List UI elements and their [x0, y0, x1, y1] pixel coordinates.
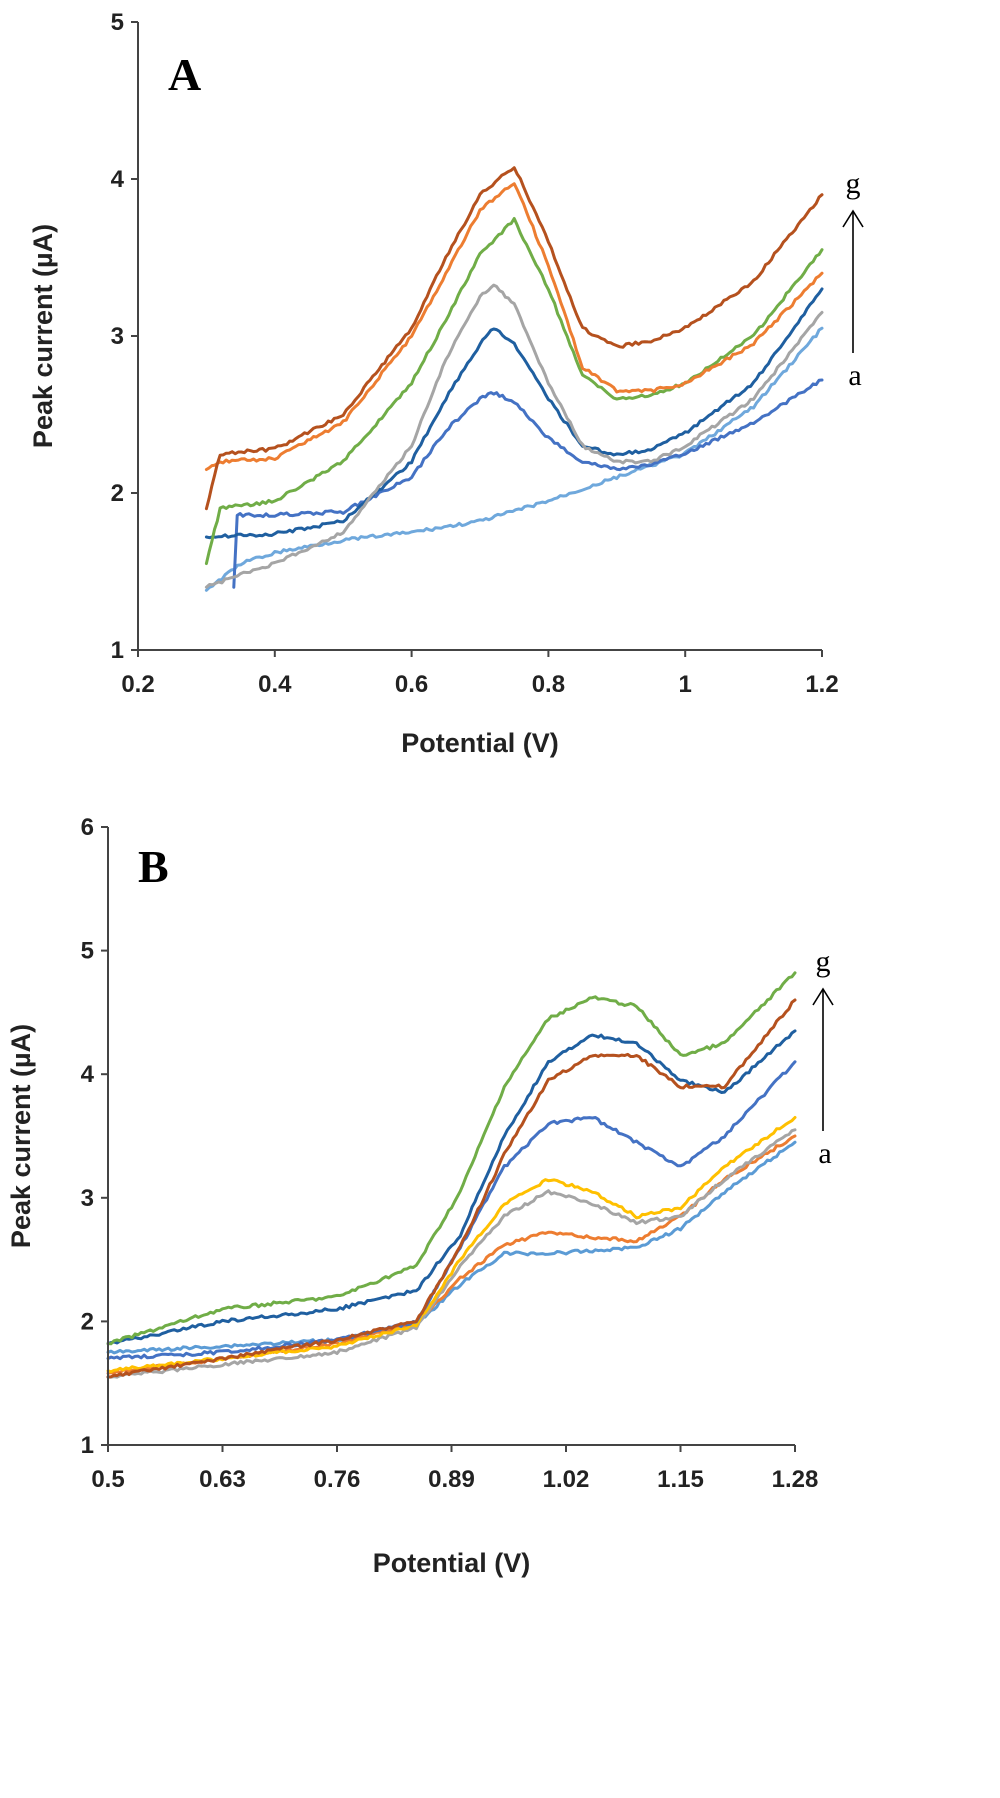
series-g-line [204, 166, 824, 511]
series-e-line [204, 217, 824, 566]
panel-label: A [168, 49, 201, 100]
x-tick-label: 1 [679, 671, 692, 698]
x-tick-label: 1.2 [805, 671, 838, 698]
x-tick-label: 0.2 [121, 671, 154, 698]
y-tick-label: 3 [111, 323, 124, 350]
series-last-letter: g [816, 945, 831, 978]
y-tick-label: 3 [81, 1185, 94, 1212]
tick-group: 1 2 3 4 5 0.2 0.4 0.6 0.8 1 1.2 [111, 9, 839, 698]
x-tick-label: 1.02 [543, 1466, 590, 1493]
y-tick-label: 5 [81, 938, 94, 965]
x-tick-label: 0.5 [91, 1466, 124, 1493]
series-d-line [204, 283, 824, 589]
y-tick-label: 5 [111, 9, 124, 36]
series-order-arrow-head [812, 987, 834, 1006]
series-g-line [106, 998, 797, 1379]
y-tick-label: 1 [111, 637, 124, 664]
y-tick-label: 4 [81, 1061, 95, 1088]
y-axis-title: Peak current (µA) [6, 1024, 36, 1248]
series-c-line [204, 287, 824, 540]
panel-label: B [138, 841, 169, 892]
tick-group: 1 2 3 4 5 6 0.5 0.63 0.76 0.89 1.02 1.15 1.28 [81, 814, 819, 1493]
y-tick-label: 4 [111, 166, 125, 193]
x-tick-label: 0.6 [395, 671, 428, 698]
y-tick-label: 6 [81, 814, 94, 841]
series-last-letter: g [846, 167, 861, 200]
x-tick-label: 1.28 [772, 1466, 819, 1493]
y-axis-title: Peak current (µA) [28, 224, 58, 448]
x-tick-label: 0.8 [532, 671, 565, 698]
x-axis-title: Potential (V) [401, 728, 559, 758]
series-h-line [106, 971, 797, 1346]
y-tick-label: 2 [111, 480, 124, 507]
x-tick-label: 0.4 [258, 671, 292, 698]
series-group [204, 166, 824, 592]
series-order-indicator: g a [842, 167, 864, 392]
x-tick-label: 0.89 [428, 1466, 475, 1493]
chart-panel-a: 1 2 3 4 5 0.2 0.4 0.6 0.8 1 1.2 A Potential (V) Pe… [28, 9, 864, 758]
series-first-letter: a [848, 359, 861, 392]
y-tick-label: 1 [81, 1432, 94, 1459]
series-b-line [232, 378, 824, 589]
chart-panel-b: 1 2 3 4 5 6 0.5 0.63 0.76 0.89 1.02 1.15 1.28 B Pote… [6, 814, 834, 1578]
series-a-line [106, 1140, 797, 1355]
x-tick-label: 0.76 [314, 1466, 361, 1493]
y-tick-label: 2 [81, 1308, 94, 1335]
series-group [106, 971, 797, 1379]
series-c-line [106, 1128, 797, 1379]
series-first-letter: a [818, 1137, 831, 1170]
x-axis-title: Potential (V) [373, 1548, 531, 1578]
series-f-line [106, 1029, 797, 1346]
series-order-indicator: g a [812, 945, 834, 1170]
x-tick-label: 1.15 [657, 1466, 704, 1493]
series-f-line [204, 182, 824, 471]
series-order-arrow-head [842, 209, 864, 228]
x-tick-label: 0.63 [199, 1466, 246, 1493]
